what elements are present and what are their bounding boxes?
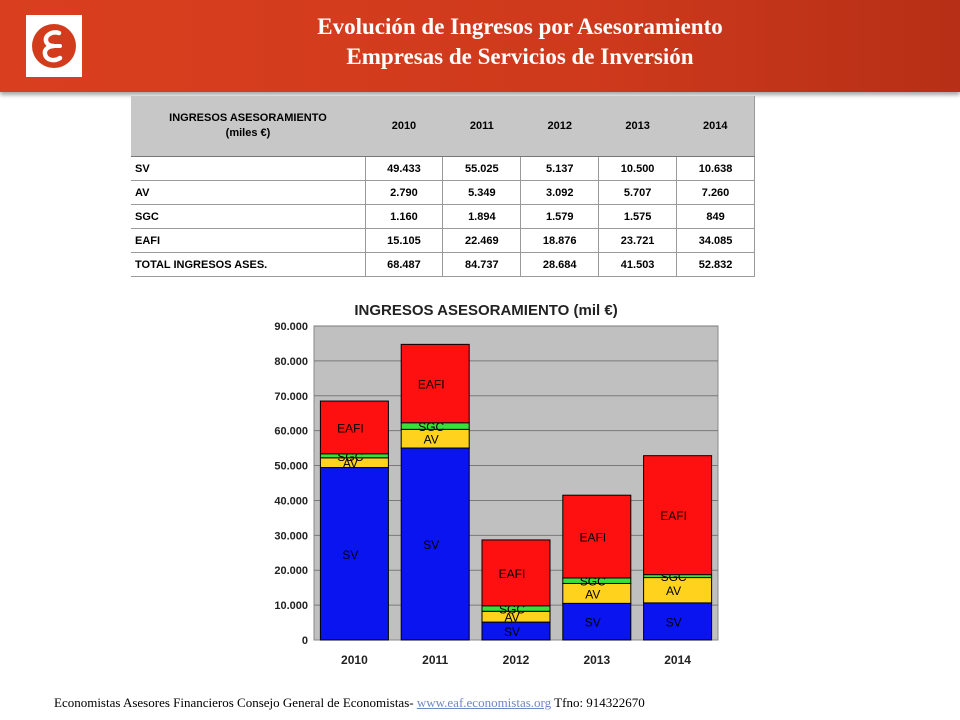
- table-cell: 55.025: [442, 156, 521, 181]
- y-tick-label: 90.000: [274, 321, 308, 333]
- label-header-line-2: (miles €): [225, 127, 271, 139]
- segment-label: AV: [504, 611, 519, 625]
- table-row: SV 49.433 55.025 5.137 10.500 10.638: [131, 156, 755, 181]
- segment-label: SV: [342, 548, 358, 562]
- income-table: INGRESOS ASESORAMIENTO (miles €) 2010 20…: [131, 96, 755, 277]
- bar-segment-eafi: [319, 400, 389, 455]
- year-header: 2010: [365, 96, 443, 157]
- table-cell: 28.684: [520, 252, 599, 277]
- bar-segment-av: [643, 577, 713, 604]
- table-row: SGC 1.160 1.894 1.579 1.575 849: [131, 204, 755, 229]
- table-row: EAFI 15.105 22.469 18.876 23.721 34.085: [131, 228, 755, 253]
- year-header: 2013: [598, 96, 677, 157]
- eaf-logo-icon: [26, 15, 82, 77]
- table-cell: 15.105: [364, 228, 443, 253]
- y-tick-label: 80.000: [274, 356, 308, 368]
- table-cell: 49.433: [364, 156, 443, 181]
- page-title: Evolución de Ingresos por Asesoramiento …: [140, 12, 900, 72]
- table-cell: 5.707: [598, 180, 677, 205]
- stacked-bar-chart: INGRESOS ASESORAMIENTO (mil €) 0 10.000 20.…: [274, 302, 719, 667]
- footer-phone: Tfno: 914322670: [551, 695, 645, 710]
- y-tick-label: 20.000: [274, 565, 308, 577]
- segment-label: EAFI: [579, 531, 606, 545]
- y-tick-label: 60.000: [274, 426, 308, 438]
- table-cell: 10.500: [598, 156, 677, 181]
- table-cell: 5.349: [442, 180, 521, 205]
- x-tick-label: 2011: [422, 653, 448, 667]
- segment-label: SGC: [418, 420, 444, 434]
- table-cell: 41.503: [598, 252, 677, 277]
- bar-segment-sv: [400, 447, 470, 641]
- bar-segment-sv: [643, 602, 713, 641]
- segment-label: EAFI: [418, 378, 445, 392]
- segment-label: EAFI: [499, 567, 526, 581]
- header-bar: Evolución de Ingresos por Asesoramiento …: [0, 0, 960, 92]
- table-cell: 84.737: [442, 252, 521, 277]
- table-cell: 2.790: [364, 180, 443, 205]
- row-label: EAFI: [131, 228, 365, 253]
- y-tick-label: 0: [302, 635, 308, 647]
- table-cell: 7.260: [676, 180, 755, 205]
- y-tick-label: 50.000: [274, 461, 308, 473]
- bar-segment-eafi: [481, 539, 551, 607]
- row-label: SV: [131, 156, 365, 181]
- bar-segment-eafi: [400, 343, 470, 424]
- footer: Economistas Asesores Financieros Consejo…: [54, 695, 645, 711]
- table-cell: 1.160: [364, 204, 443, 229]
- table-label-header: INGRESOS ASESORAMIENTO (miles €): [131, 96, 365, 157]
- table-cell: 1.894: [442, 204, 521, 229]
- segment-label: AV: [343, 457, 358, 471]
- table-cell: 68.487: [364, 252, 443, 277]
- table-cell: 52.832: [676, 252, 755, 277]
- table-cell: 18.876: [520, 228, 599, 253]
- segment-label: EAFI: [660, 509, 687, 523]
- row-label: AV: [131, 180, 365, 205]
- row-label: SGC: [131, 204, 365, 229]
- bar-segment-sv: [319, 467, 389, 641]
- title-line-1: Evolución de Ingresos por Asesoramiento: [317, 14, 723, 39]
- segment-label: AV: [666, 584, 681, 598]
- year-header: 2012: [520, 96, 599, 157]
- year-header: 2011: [442, 96, 521, 157]
- footer-text: Economistas Asesores Financieros Consejo…: [54, 695, 417, 710]
- y-tick-label: 30.000: [274, 530, 308, 542]
- segment-label: AV: [424, 433, 439, 447]
- segment-label: EAFI: [337, 421, 364, 435]
- table-row: AV 2.790 5.349 3.092 5.707 7.260: [131, 180, 755, 205]
- bar-segment-eafi: [643, 455, 713, 576]
- table-header-row: INGRESOS ASESORAMIENTO (miles €) 2010 20…: [131, 96, 755, 157]
- segment-label: SV: [504, 625, 520, 639]
- segment-label: SV: [423, 538, 439, 552]
- table-cell: 3.092: [520, 180, 599, 205]
- bar-segment-eafi: [562, 494, 632, 579]
- title-line-2: Empresas de Servicios de Inversión: [346, 44, 694, 69]
- footer-link[interactable]: www.eaf.economistas.org: [416, 695, 552, 710]
- year-header: 2014: [676, 96, 755, 157]
- table-cell: 10.638: [676, 156, 755, 181]
- row-label: TOTAL INGRESOS ASES.: [131, 252, 365, 277]
- y-tick-label: 40.000: [274, 495, 308, 507]
- x-tick-label: 2012: [503, 653, 530, 667]
- table-cell: 849: [676, 204, 755, 229]
- table-cell: 1.575: [598, 204, 677, 229]
- chart-title: INGRESOS ASESORAMIENTO (mil €): [354, 302, 617, 319]
- segment-label: SV: [666, 615, 682, 629]
- table-row-total: TOTAL INGRESOS ASES. 68.487 84.737 28.68…: [131, 252, 755, 277]
- table-cell: 23.721: [598, 228, 677, 253]
- y-tick-label: 70.000: [274, 391, 308, 403]
- table-cell: 1.579: [520, 204, 599, 229]
- x-tick-label: 2013: [583, 653, 610, 667]
- table-cell: 34.085: [676, 228, 755, 253]
- label-header-line-1: INGRESOS ASESORAMIENTO: [169, 112, 327, 124]
- table-cell: 5.137: [520, 156, 599, 181]
- segment-label: SV: [585, 616, 601, 630]
- x-tick-label: 2010: [341, 653, 368, 667]
- table-cell: 22.469: [442, 228, 521, 253]
- x-tick-label: 2014: [664, 653, 691, 667]
- segment-label: AV: [585, 587, 600, 601]
- y-tick-label: 10.000: [274, 600, 308, 612]
